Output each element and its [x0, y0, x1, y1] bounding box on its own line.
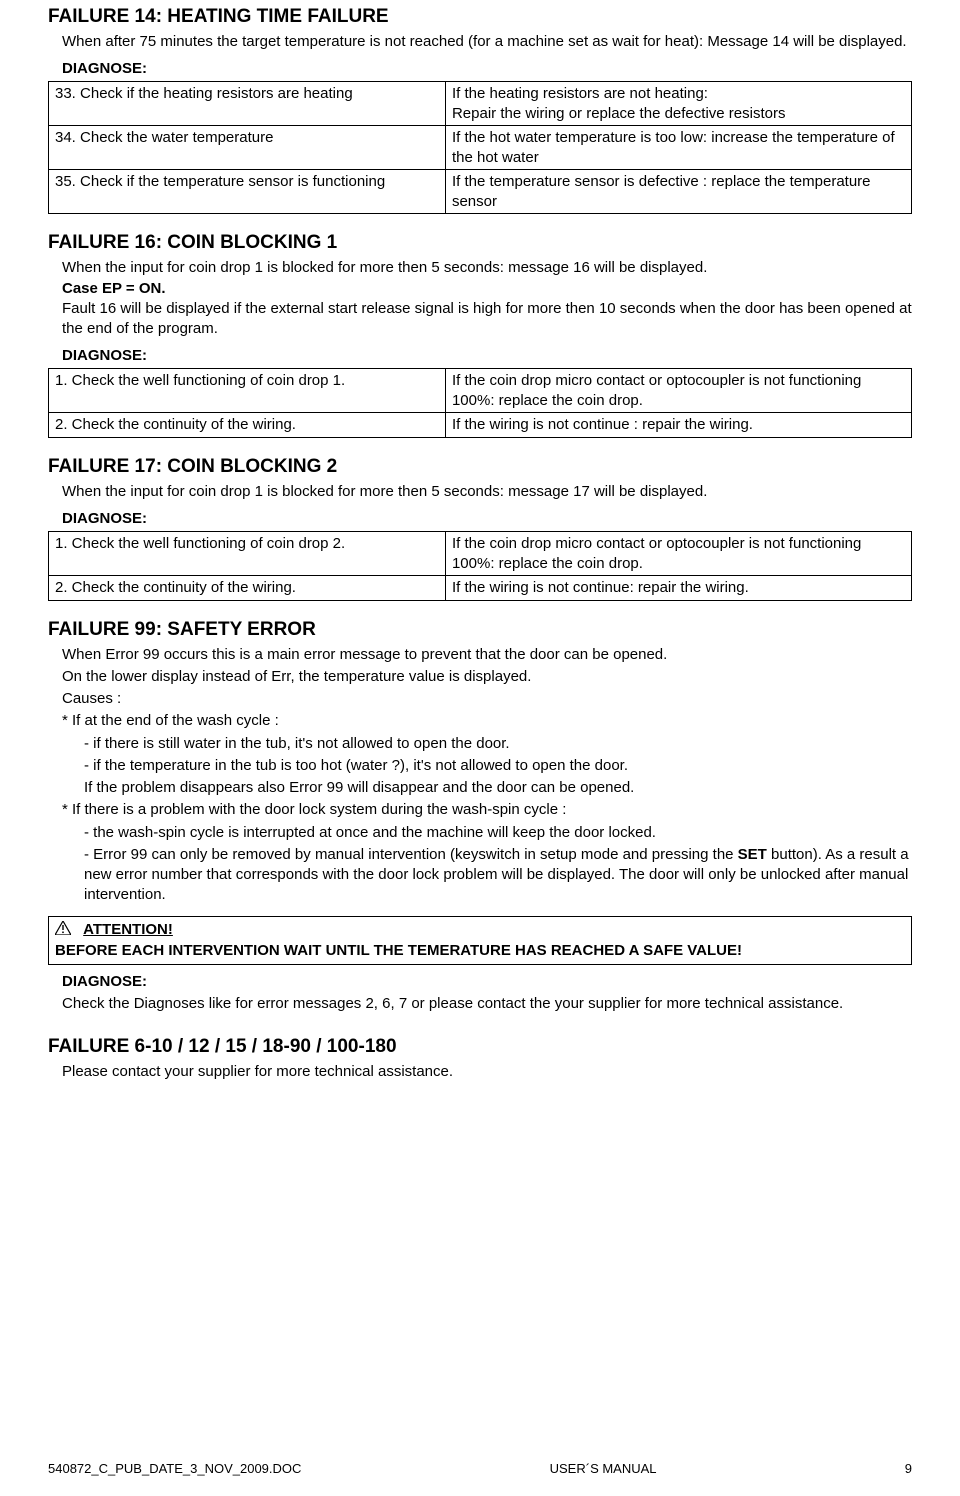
- footer-title: USER´S MANUAL: [550, 1461, 657, 1476]
- f99-section: * If at the end of the wash cycle :: [48, 711, 912, 731]
- set-button-label: SET: [738, 846, 767, 863]
- diag-action: If the coin drop micro contact or optoco…: [445, 532, 911, 576]
- failure-other-text: Please contact your supplier for more te…: [48, 1062, 912, 1082]
- f99-bullet-text: - Error 99 can only be removed by manual…: [84, 846, 738, 863]
- failure-16-title: FAILURE 16: COIN BLOCKING 1: [48, 232, 912, 254]
- failure-16-intro2: Fault 16 will be displayed if the extern…: [48, 299, 912, 340]
- diag-action: If the wiring is not continue: repair th…: [445, 576, 911, 601]
- failure-14-table: 33. Check if the heating resistors are h…: [48, 81, 912, 214]
- diag-step: 2. Check the continuity of the wiring.: [49, 413, 446, 438]
- failure-14-title: FAILURE 14: HEATING TIME FAILURE: [48, 6, 912, 28]
- failure-99-diagnose-label: DIAGNOSE:: [62, 973, 912, 990]
- f99-bullet: - Error 99 can only be removed by manual…: [48, 845, 912, 906]
- attention-label: ATTENTION!: [83, 921, 173, 938]
- table-row: 2. Check the continuity of the wiring. I…: [49, 413, 912, 438]
- table-row: 34. Check the water temperature If the h…: [49, 126, 912, 170]
- table-row: 1. Check the well functioning of coin dr…: [49, 532, 912, 576]
- attention-text: BEFORE EACH INTERVENTION WAIT UNTIL THE …: [55, 941, 905, 961]
- diag-step: 1. Check the well functioning of coin dr…: [49, 532, 446, 576]
- diag-step: 35. Check if the temperature sensor is f…: [49, 170, 446, 214]
- warning-icon: [55, 921, 71, 941]
- f99-bullet: If the problem disappears also Error 99 …: [48, 778, 912, 798]
- failure-16-intro1: When the input for coin drop 1 is blocke…: [48, 258, 912, 278]
- f99-line: On the lower display instead of Err, the…: [48, 667, 912, 687]
- f99-causes: Causes :: [48, 689, 912, 709]
- diag-step: 33. Check if the heating resistors are h…: [49, 82, 446, 126]
- failure-17-table: 1. Check the well functioning of coin dr…: [48, 531, 912, 601]
- diag-action: If the temperature sensor is defective :…: [445, 170, 911, 214]
- diag-step: 2. Check the continuity of the wiring.: [49, 576, 446, 601]
- diag-action: If the wiring is not continue : repair t…: [445, 413, 911, 438]
- failure-17-diagnose-label: DIAGNOSE:: [62, 510, 912, 527]
- failure-14-diagnose-label: DIAGNOSE:: [62, 60, 912, 77]
- f99-bullet: - if the temperature in the tub is too h…: [48, 756, 912, 776]
- table-row: 1. Check the well functioning of coin dr…: [49, 369, 912, 413]
- diag-action: If the coin drop micro contact or optoco…: [445, 369, 911, 413]
- failure-17-title: FAILURE 17: COIN BLOCKING 2: [48, 456, 912, 478]
- diag-step: 34. Check the water temperature: [49, 126, 446, 170]
- failure-14-intro: When after 75 minutes the target tempera…: [48, 32, 912, 52]
- f99-bullet: - if there is still water in the tub, it…: [48, 734, 912, 754]
- failure-17-intro: When the input for coin drop 1 is blocke…: [48, 482, 912, 502]
- table-row: 35. Check if the temperature sensor is f…: [49, 170, 912, 214]
- failure-99-title: FAILURE 99: SAFETY ERROR: [48, 619, 912, 641]
- failure-other-title: FAILURE 6-10 / 12 / 15 / 18-90 / 100-180: [48, 1036, 912, 1058]
- diag-action: If the heating resistors are not heating…: [445, 82, 911, 126]
- footer-page-number: 9: [905, 1461, 912, 1476]
- f99-bullet: - the wash-spin cycle is interrupted at …: [48, 823, 912, 843]
- failure-16-table: 1. Check the well functioning of coin dr…: [48, 368, 912, 438]
- diag-step: 1. Check the well functioning of coin dr…: [49, 369, 446, 413]
- table-row: 2. Check the continuity of the wiring. I…: [49, 576, 912, 601]
- attention-box: ATTENTION! BEFORE EACH INTERVENTION WAIT…: [48, 916, 912, 966]
- page-footer: 540872_C_PUB_DATE_3_NOV_2009.DOC USER´S …: [48, 1461, 912, 1476]
- failure-16-diagnose-label: DIAGNOSE:: [62, 347, 912, 364]
- f99-section: * If there is a problem with the door lo…: [48, 800, 912, 820]
- footer-doc: 540872_C_PUB_DATE_3_NOV_2009.DOC: [48, 1461, 301, 1476]
- f99-line: When Error 99 occurs this is a main erro…: [48, 645, 912, 665]
- f99-diag-text: Check the Diagnoses like for error messa…: [48, 994, 912, 1014]
- table-row: 33. Check if the heating resistors are h…: [49, 82, 912, 126]
- failure-16-case: Case EP = ON.: [48, 279, 912, 299]
- diag-action: If the hot water temperature is too low:…: [445, 126, 911, 170]
